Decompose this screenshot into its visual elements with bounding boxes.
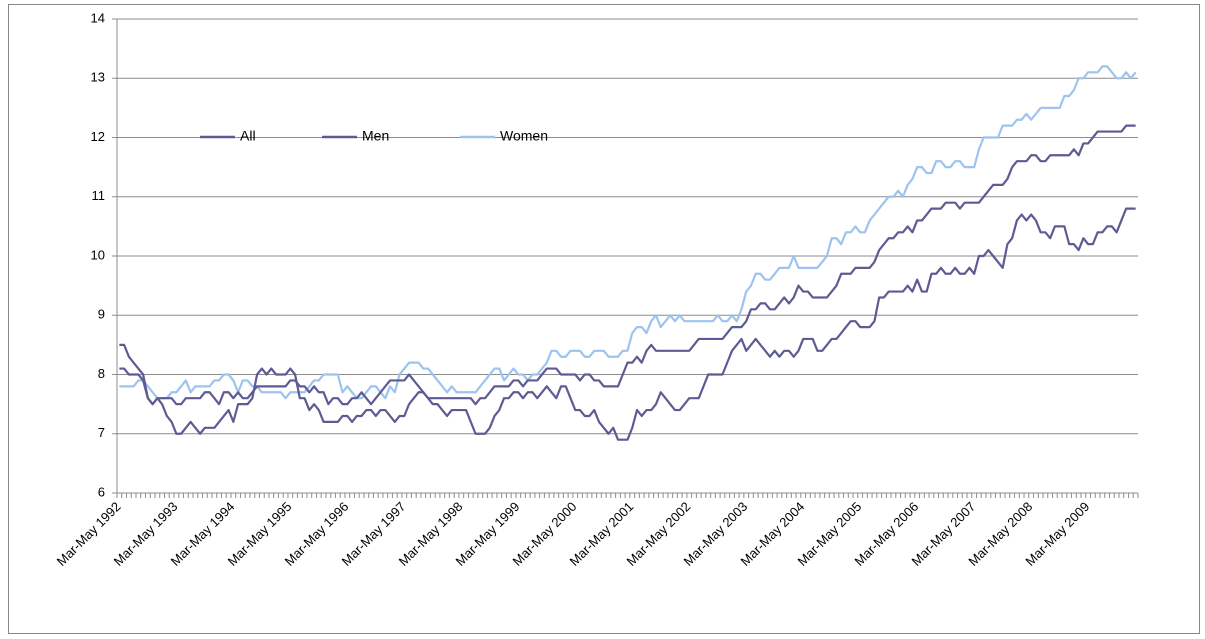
y-tick-label: 7	[98, 425, 105, 440]
y-tick-label: 12	[91, 129, 105, 144]
y-tick-label: 10	[91, 247, 105, 262]
y-tick-label: 14	[91, 10, 105, 25]
y-tick-label: 9	[98, 307, 105, 322]
chart-frame	[8, 4, 1200, 634]
legend-label: All	[240, 128, 256, 144]
series-line	[119, 124, 1136, 406]
y-tick-label: 6	[98, 484, 105, 499]
y-tick-label: 13	[91, 70, 105, 85]
series-line	[119, 65, 1137, 400]
legend-label: Women	[500, 128, 548, 144]
series-line	[119, 207, 1136, 441]
legend-label: Men	[362, 128, 389, 144]
y-tick-label: 8	[98, 366, 105, 381]
y-tick-label: 11	[92, 188, 106, 203]
